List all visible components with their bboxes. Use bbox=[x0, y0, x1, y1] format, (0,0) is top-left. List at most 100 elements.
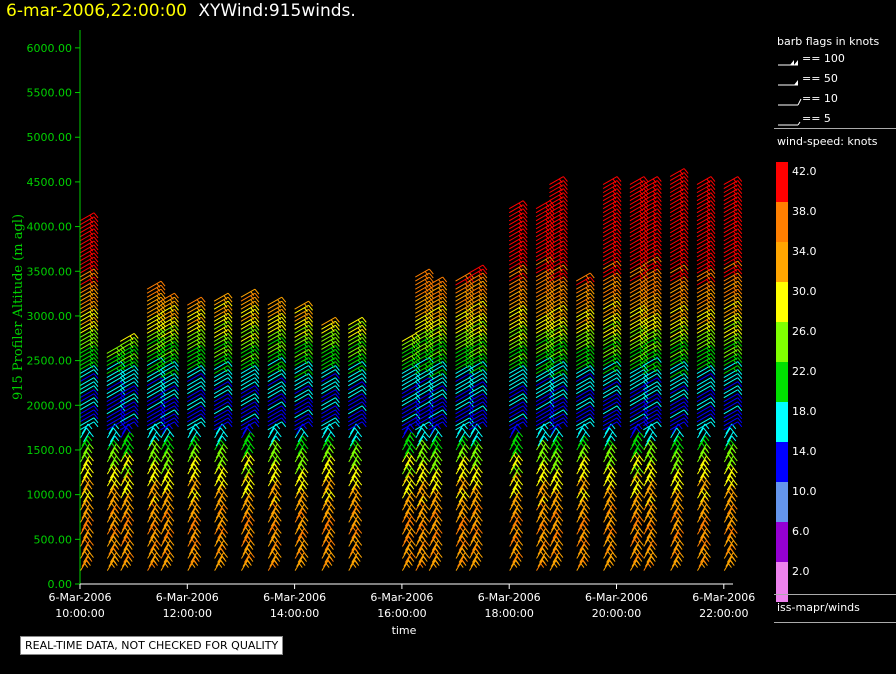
wind-barb bbox=[509, 560, 521, 571]
x-tick-time: 14:00:00 bbox=[270, 607, 319, 620]
wind-barb bbox=[294, 381, 313, 391]
wind-barb bbox=[267, 389, 287, 399]
x-tick-date: 6-Mar-2006 bbox=[49, 591, 112, 604]
wind-barb bbox=[643, 560, 655, 571]
wind-barb bbox=[213, 365, 233, 375]
color-scale-label: 26.0 bbox=[792, 325, 817, 338]
wind-barb bbox=[187, 427, 199, 439]
wind-barb bbox=[187, 421, 206, 431]
profile-column bbox=[321, 316, 340, 571]
barb-legend-label: == 10 bbox=[802, 92, 838, 105]
y-tick-label: 1500.00 bbox=[27, 444, 73, 457]
wind-barb bbox=[79, 393, 99, 403]
wind-barb bbox=[348, 381, 367, 391]
wind-barb bbox=[321, 409, 340, 419]
wind-barb bbox=[79, 212, 99, 222]
wind-barb bbox=[79, 385, 99, 395]
wind-barb bbox=[79, 397, 99, 407]
y-tick-label: 2000.00 bbox=[27, 399, 73, 412]
wind-barb bbox=[267, 381, 287, 391]
wind-barb bbox=[187, 385, 206, 395]
wind-barb bbox=[321, 389, 340, 399]
wind-barb bbox=[348, 389, 367, 399]
speed-legend-title: wind-speed: knots bbox=[777, 135, 878, 148]
wind-barb bbox=[294, 405, 313, 415]
profile-column bbox=[428, 276, 448, 571]
x-tick-time: 16:00:00 bbox=[377, 607, 426, 620]
profile-column bbox=[415, 268, 434, 571]
wind-barb bbox=[119, 381, 139, 391]
profile-column bbox=[213, 292, 233, 571]
profile-column bbox=[643, 176, 662, 571]
wind-barb bbox=[81, 435, 93, 447]
y-tick-label: 3500.00 bbox=[27, 265, 73, 278]
wind-barb bbox=[213, 397, 233, 407]
profile-column bbox=[187, 296, 206, 571]
wind-barb bbox=[348, 439, 360, 451]
wind-barb bbox=[119, 389, 139, 399]
wind-barb bbox=[79, 369, 99, 379]
wind-barb bbox=[106, 439, 118, 451]
quality-notice: REAL-TIME DATA, NOT CHECKED FOR QUALITY bbox=[20, 636, 284, 655]
wind-barb bbox=[267, 393, 287, 403]
wind-barb bbox=[214, 439, 226, 451]
wind-barb bbox=[119, 373, 139, 383]
color-swatch bbox=[776, 562, 788, 602]
color-scale-label: 42.0 bbox=[792, 165, 817, 178]
color-scale-label: 14.0 bbox=[792, 445, 817, 458]
color-swatch bbox=[776, 322, 788, 362]
color-scale-label: 10.0 bbox=[792, 485, 817, 498]
profile-column bbox=[160, 292, 179, 571]
wind-barb bbox=[213, 292, 233, 302]
wind-barb bbox=[240, 393, 260, 403]
wind-barb bbox=[267, 296, 287, 306]
wind-barb bbox=[187, 373, 206, 383]
wind-barb bbox=[160, 365, 179, 375]
wind-barb bbox=[348, 560, 360, 571]
barb-symbol-icon bbox=[778, 60, 798, 66]
wind-barb bbox=[348, 401, 367, 411]
wind-barb bbox=[240, 421, 260, 431]
wind-barb bbox=[80, 560, 91, 571]
wind-barb bbox=[240, 369, 260, 379]
wind-barb bbox=[187, 401, 206, 411]
wind-barb bbox=[321, 381, 340, 391]
wind-barb bbox=[160, 417, 179, 427]
y-axis-label: 915 Profiler Altitude (m agl) bbox=[11, 214, 26, 400]
wind-barb bbox=[629, 560, 641, 571]
wind-barb bbox=[321, 401, 340, 411]
color-swatch bbox=[776, 482, 788, 522]
wind-barb bbox=[348, 316, 367, 326]
legend-divider bbox=[774, 594, 896, 595]
title-product: XYWind:915winds. bbox=[198, 1, 356, 21]
wind-barb bbox=[267, 421, 287, 431]
color-swatch bbox=[776, 442, 788, 482]
profile-column bbox=[455, 272, 474, 571]
wind-barb bbox=[106, 560, 118, 571]
legend-divider bbox=[774, 622, 896, 623]
barb-legend-label: == 50 bbox=[802, 72, 838, 85]
wind-barb bbox=[348, 421, 367, 431]
color-scale-label: 38.0 bbox=[792, 205, 817, 218]
wind-barb bbox=[213, 417, 233, 427]
y-tick-label: 6000.00 bbox=[27, 42, 73, 55]
wind-barb bbox=[348, 377, 367, 387]
y-tick-label: 500.00 bbox=[34, 533, 73, 546]
wind-barb bbox=[79, 405, 99, 415]
wind-barb bbox=[240, 417, 260, 427]
wind-barb bbox=[348, 427, 360, 439]
wind-barb bbox=[321, 393, 340, 403]
profile-column bbox=[576, 272, 595, 571]
y-tick-label: 0.00 bbox=[48, 578, 73, 591]
wind-barb bbox=[241, 560, 252, 571]
wind-barb bbox=[187, 397, 206, 407]
barb-symbol-icon bbox=[778, 80, 798, 86]
wind-barb bbox=[213, 373, 233, 383]
wind-barb bbox=[240, 389, 260, 399]
wind-barb bbox=[79, 389, 99, 399]
barb-legend-item: == 50 bbox=[774, 71, 894, 91]
wind-barb bbox=[240, 405, 260, 415]
color-swatch bbox=[776, 402, 788, 442]
wind-barb bbox=[213, 401, 233, 411]
wind-barb bbox=[214, 560, 226, 571]
